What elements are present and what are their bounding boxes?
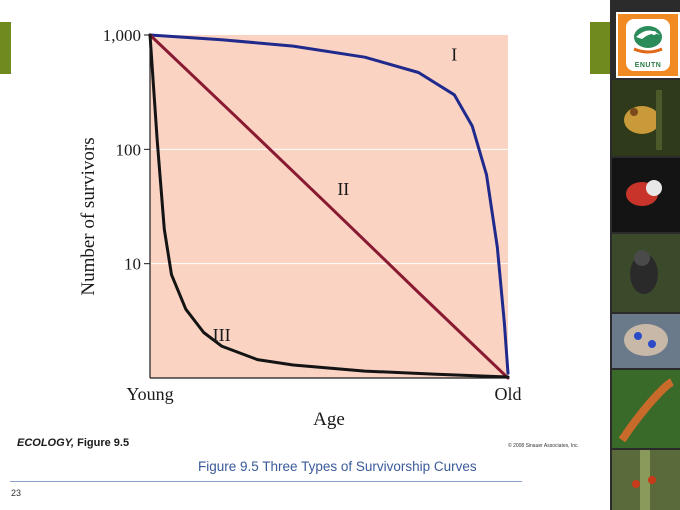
curve-label-ii: II: [337, 179, 349, 199]
lizard-photo: [612, 370, 680, 448]
x-tick-label: Old: [495, 384, 522, 404]
series-line-iii: [148, 33, 510, 379]
curve-label-iii: III: [213, 325, 231, 345]
page-number: 23: [11, 488, 22, 498]
octopus-photo: [612, 314, 680, 368]
figure-source-label: ECOLOGY, Figure 9.5: [17, 437, 130, 449]
right-accent-bar: [590, 22, 610, 74]
y-tick-label: 10: [124, 255, 141, 274]
x-axis-title: Age: [313, 409, 345, 430]
monkey-photo: [612, 234, 680, 312]
series-line-ii: [148, 33, 510, 380]
y-tick-label: 1,000: [103, 26, 141, 45]
copyright-notice: © 2008 Sinauer Associates, Inc.: [508, 443, 579, 449]
caption-divider: [10, 481, 522, 482]
organization-logo: ENUTN: [616, 12, 680, 78]
insect-photo: [612, 450, 680, 510]
bird-icon: [633, 26, 663, 54]
slide-caption: Figure 9.5 Three Types of Survivorship C…: [198, 459, 477, 474]
curve-label-i: I: [451, 44, 457, 64]
series-line-i: [148, 33, 510, 375]
bird-photo: [612, 158, 680, 232]
frog-photo: [612, 80, 680, 156]
logo-text: ENUTN: [634, 62, 662, 69]
y-tick-label: 100: [116, 140, 142, 159]
left-accent-bar: [0, 22, 11, 74]
x-tick-label: Young: [126, 384, 173, 404]
logo-emblem: ENUTN: [626, 19, 670, 71]
y-axis-title: Number of survivors: [78, 137, 99, 295]
